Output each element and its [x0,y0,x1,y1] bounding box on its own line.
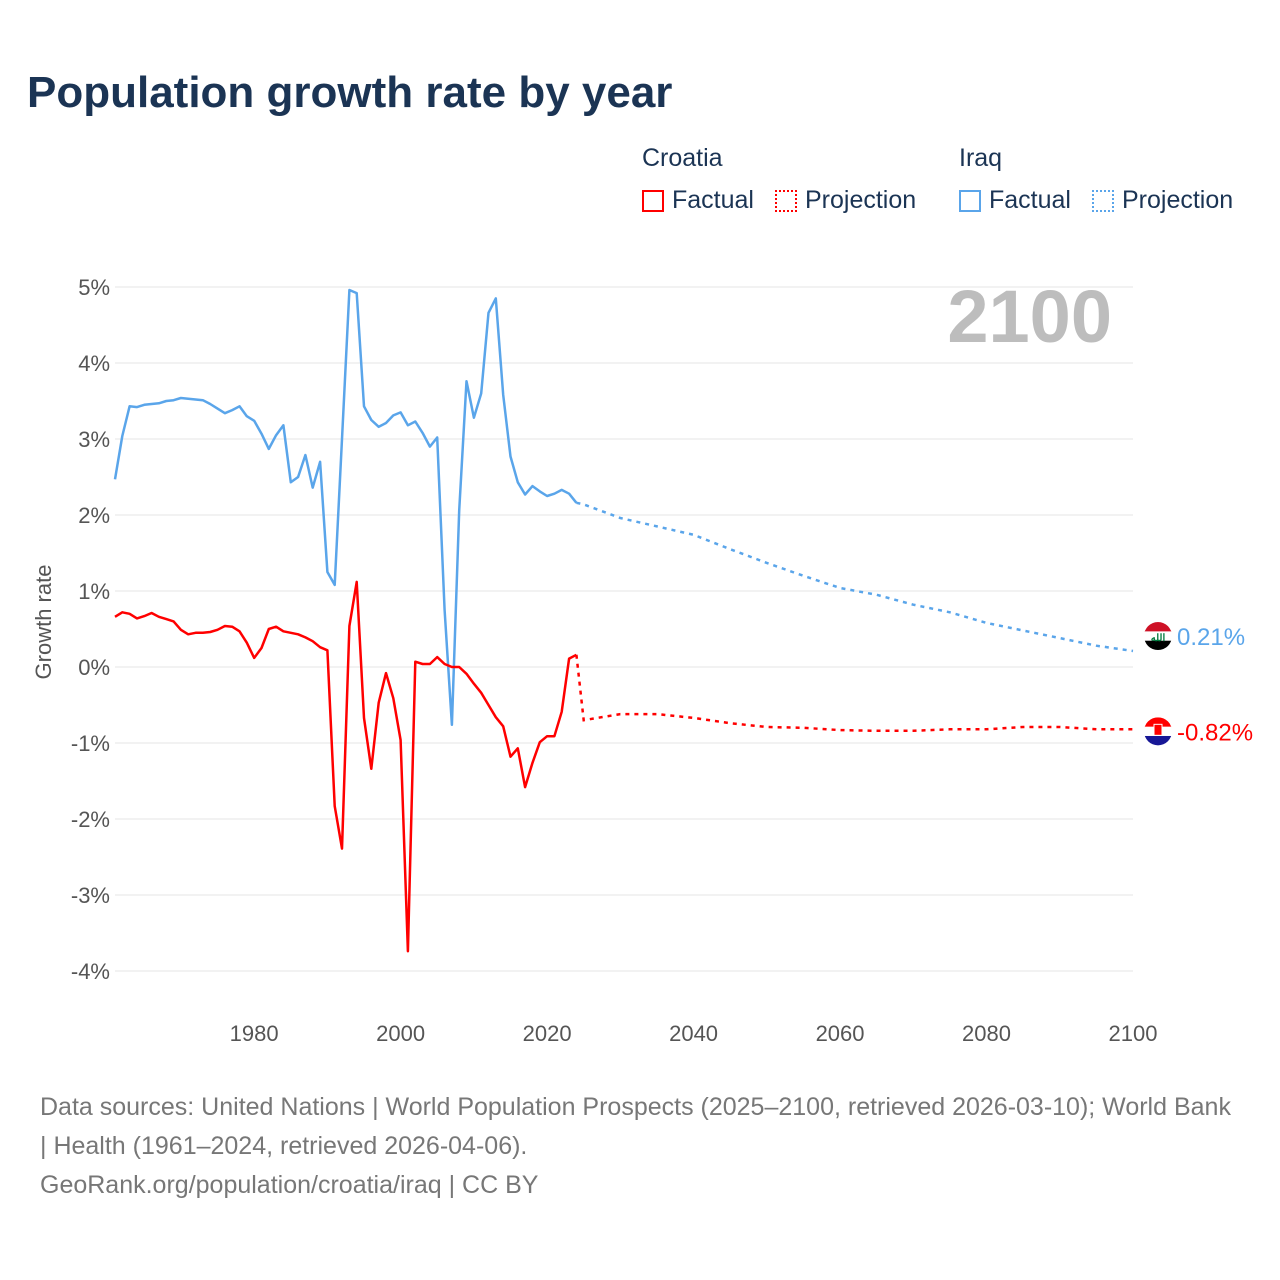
legend-croatia-projection[interactable]: Projection [775,186,916,215]
x-tick-label: 2080 [962,1021,1011,1046]
legend-swatch-dotted [1092,189,1114,212]
legend-label: Projection [1122,186,1234,214]
footer: Data sources: United Nations | World Pop… [40,1088,1240,1205]
y-tick-label: -4% [71,959,110,984]
y-tick-label: 1% [78,579,110,604]
croatia-end-label: -0.82% [1177,719,1253,746]
y-tick-label: 0% [78,655,110,680]
flag-stripe [1144,717,1172,728]
legend-label: Projection [805,186,917,214]
x-tick-label: 2000 [376,1021,425,1046]
flag-stripe [1144,640,1172,651]
x-tick-label: 2100 [1109,1021,1158,1046]
y-tick-label: 5% [78,275,110,300]
iraq-flag-icon: الله [1144,622,1172,651]
flag-stripe [1144,622,1172,632]
legend-group-croatia: Croatia [642,144,723,172]
legend-group-iraq: Iraq [959,144,1003,172]
legend-swatch-solid [959,189,981,212]
croatia-flag-icon [1144,717,1172,746]
x-tick-label: 2040 [669,1021,718,1046]
flag-emblem [1153,723,1163,736]
y-tick-label: 4% [78,351,110,376]
flag-stripe [1144,631,1172,642]
legend-label: Factual [989,186,1071,214]
iraq-factual-line [113,288,578,727]
croatia-factual-line [114,580,577,953]
y-tick-label: 3% [78,427,110,452]
year-label: 2100 [947,275,1112,358]
legend-croatia-factual[interactable]: Factual [642,186,754,215]
x-tick-label: 2060 [816,1021,865,1046]
croatia-projection-line [575,654,1133,733]
chart-title: Population growth rate by year [27,68,673,117]
legend-swatch-solid [642,189,664,212]
y-tick-label: -2% [71,807,110,832]
x-tick-label: 2020 [523,1021,572,1046]
legend-swatch-dotted [775,189,797,212]
flag-emblem: الله [1151,633,1166,644]
legend-iraq-factual[interactable]: Factual [959,186,1071,215]
y-tick-label: -3% [71,883,110,908]
x-tick-label: 1980 [230,1021,279,1046]
legend-label: Factual [672,186,754,214]
iraq-projection-line [576,501,1134,653]
y-axis-label: Growth rate [31,565,56,680]
y-tick-label: 2% [78,503,110,528]
legend-iraq-projection[interactable]: Projection [1092,186,1233,215]
flag-stripe [1144,735,1172,746]
data-sources: Data sources: United Nations | World Pop… [40,1093,1231,1160]
credit-link[interactable]: GeoRank.org/population/croatia/iraq | CC… [40,1171,539,1199]
y-tick-label: -1% [71,731,110,756]
iraq-end-label: 0.21% [1177,624,1245,651]
